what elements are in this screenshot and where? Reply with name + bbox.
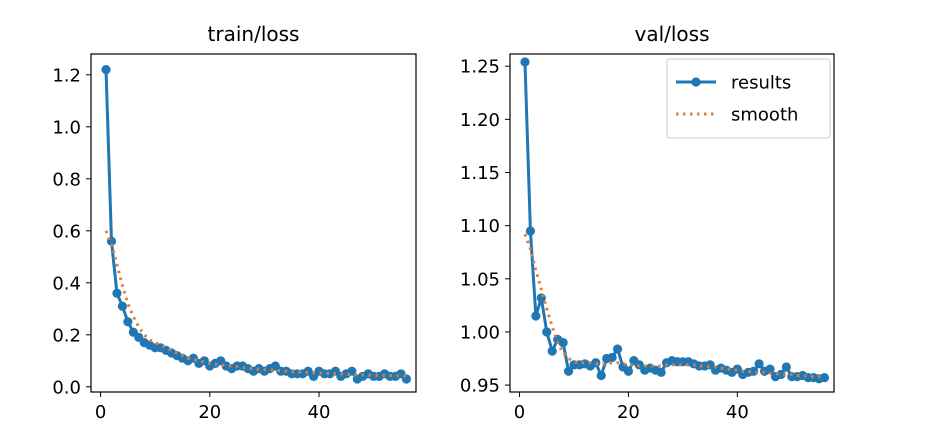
val-loss-ytick-label: 1.10 [460,216,500,237]
train-loss-series-smooth-line [104,230,407,378]
val-loss-series-results-point [563,366,574,376]
val-loss-series-results-point [542,327,552,337]
train-loss-xtick-label: 0 [95,402,106,423]
train-loss-xtick-label: 40 [308,402,331,423]
train-loss-series-results-point [112,288,122,298]
val-loss-ytick-label: 1.20 [460,110,500,131]
val-loss-ytick-label: 1.25 [460,57,500,78]
train-loss-series-results-point [101,65,111,75]
train-loss-ytick-label: 1.0 [52,117,81,138]
val-loss-series-results-point [558,337,568,348]
val-loss-series-results-point [623,366,634,376]
val-loss-series-results-point [536,293,546,303]
train-loss-title: train/loss [208,22,300,46]
val-loss-series-smooth-line [523,233,825,379]
val-loss-series-results-point [520,57,530,67]
val-loss-series-results-point [531,311,541,321]
chart-train-loss: train/loss 0.0 0.2 0.4 0.6 0.8 1.0 1.2 0 20 40 [52,22,417,423]
val-loss-legend: results smooth [666,58,831,139]
train-loss-plot-area [101,65,412,384]
val-loss-series-results-point [776,369,786,380]
val-loss-legend-box [666,58,831,139]
val-loss-axes-frame [509,53,835,393]
val-loss-ytick-label: 1.15 [460,163,500,184]
train-loss-series-results-point [401,374,412,384]
train-loss-axes-frame [90,53,417,393]
val-loss-series-results-point [765,364,775,374]
val-loss-xtick-label: 20 [617,402,640,423]
val-loss-series-results-point [547,346,557,356]
val-loss-title: val/loss [634,22,709,46]
train-loss-series-results-point [123,317,133,327]
chart-val-loss: val/loss 0.95 1.00 1.05 1.10 1.15 1.20 1.25 0 20 4… [460,22,835,423]
legend-results-marker [691,77,701,87]
val-loss-series-results-point [656,367,666,377]
train-loss-ytick-label: 0.0 [52,377,81,398]
val-loss-series-results-point [596,370,606,381]
train-loss-ytick-label: 0.6 [52,221,81,242]
val-loss-series-results-point [612,344,623,354]
val-loss-series-results-point [781,362,791,372]
val-loss-ytick-label: 1.05 [460,269,500,290]
train-loss-ytick-label: 0.2 [52,325,81,346]
val-loss-series-results-point [607,352,617,363]
legend-smooth-label: smooth [731,105,798,126]
train-loss-ytick-label: 0.8 [52,169,81,190]
val-loss-series-results-point [525,226,536,236]
val-loss-series-results-point [754,359,764,369]
train-loss-ytick-label: 0.4 [52,273,81,294]
val-loss-ytick-label: 0.95 [460,376,500,397]
val-loss-series-results-point [819,373,830,383]
val-loss-plot-area [520,57,830,384]
val-loss-xtick-label: 0 [514,402,525,423]
val-loss-ytick-label: 1.00 [460,322,500,343]
train-loss-xtick-label: 20 [198,402,221,423]
val-loss-xtick-label: 40 [726,402,749,423]
legend-results-label: results [731,73,791,94]
train-loss-series-results-point [117,301,128,311]
train-loss-ytick-label: 1.2 [52,65,81,86]
